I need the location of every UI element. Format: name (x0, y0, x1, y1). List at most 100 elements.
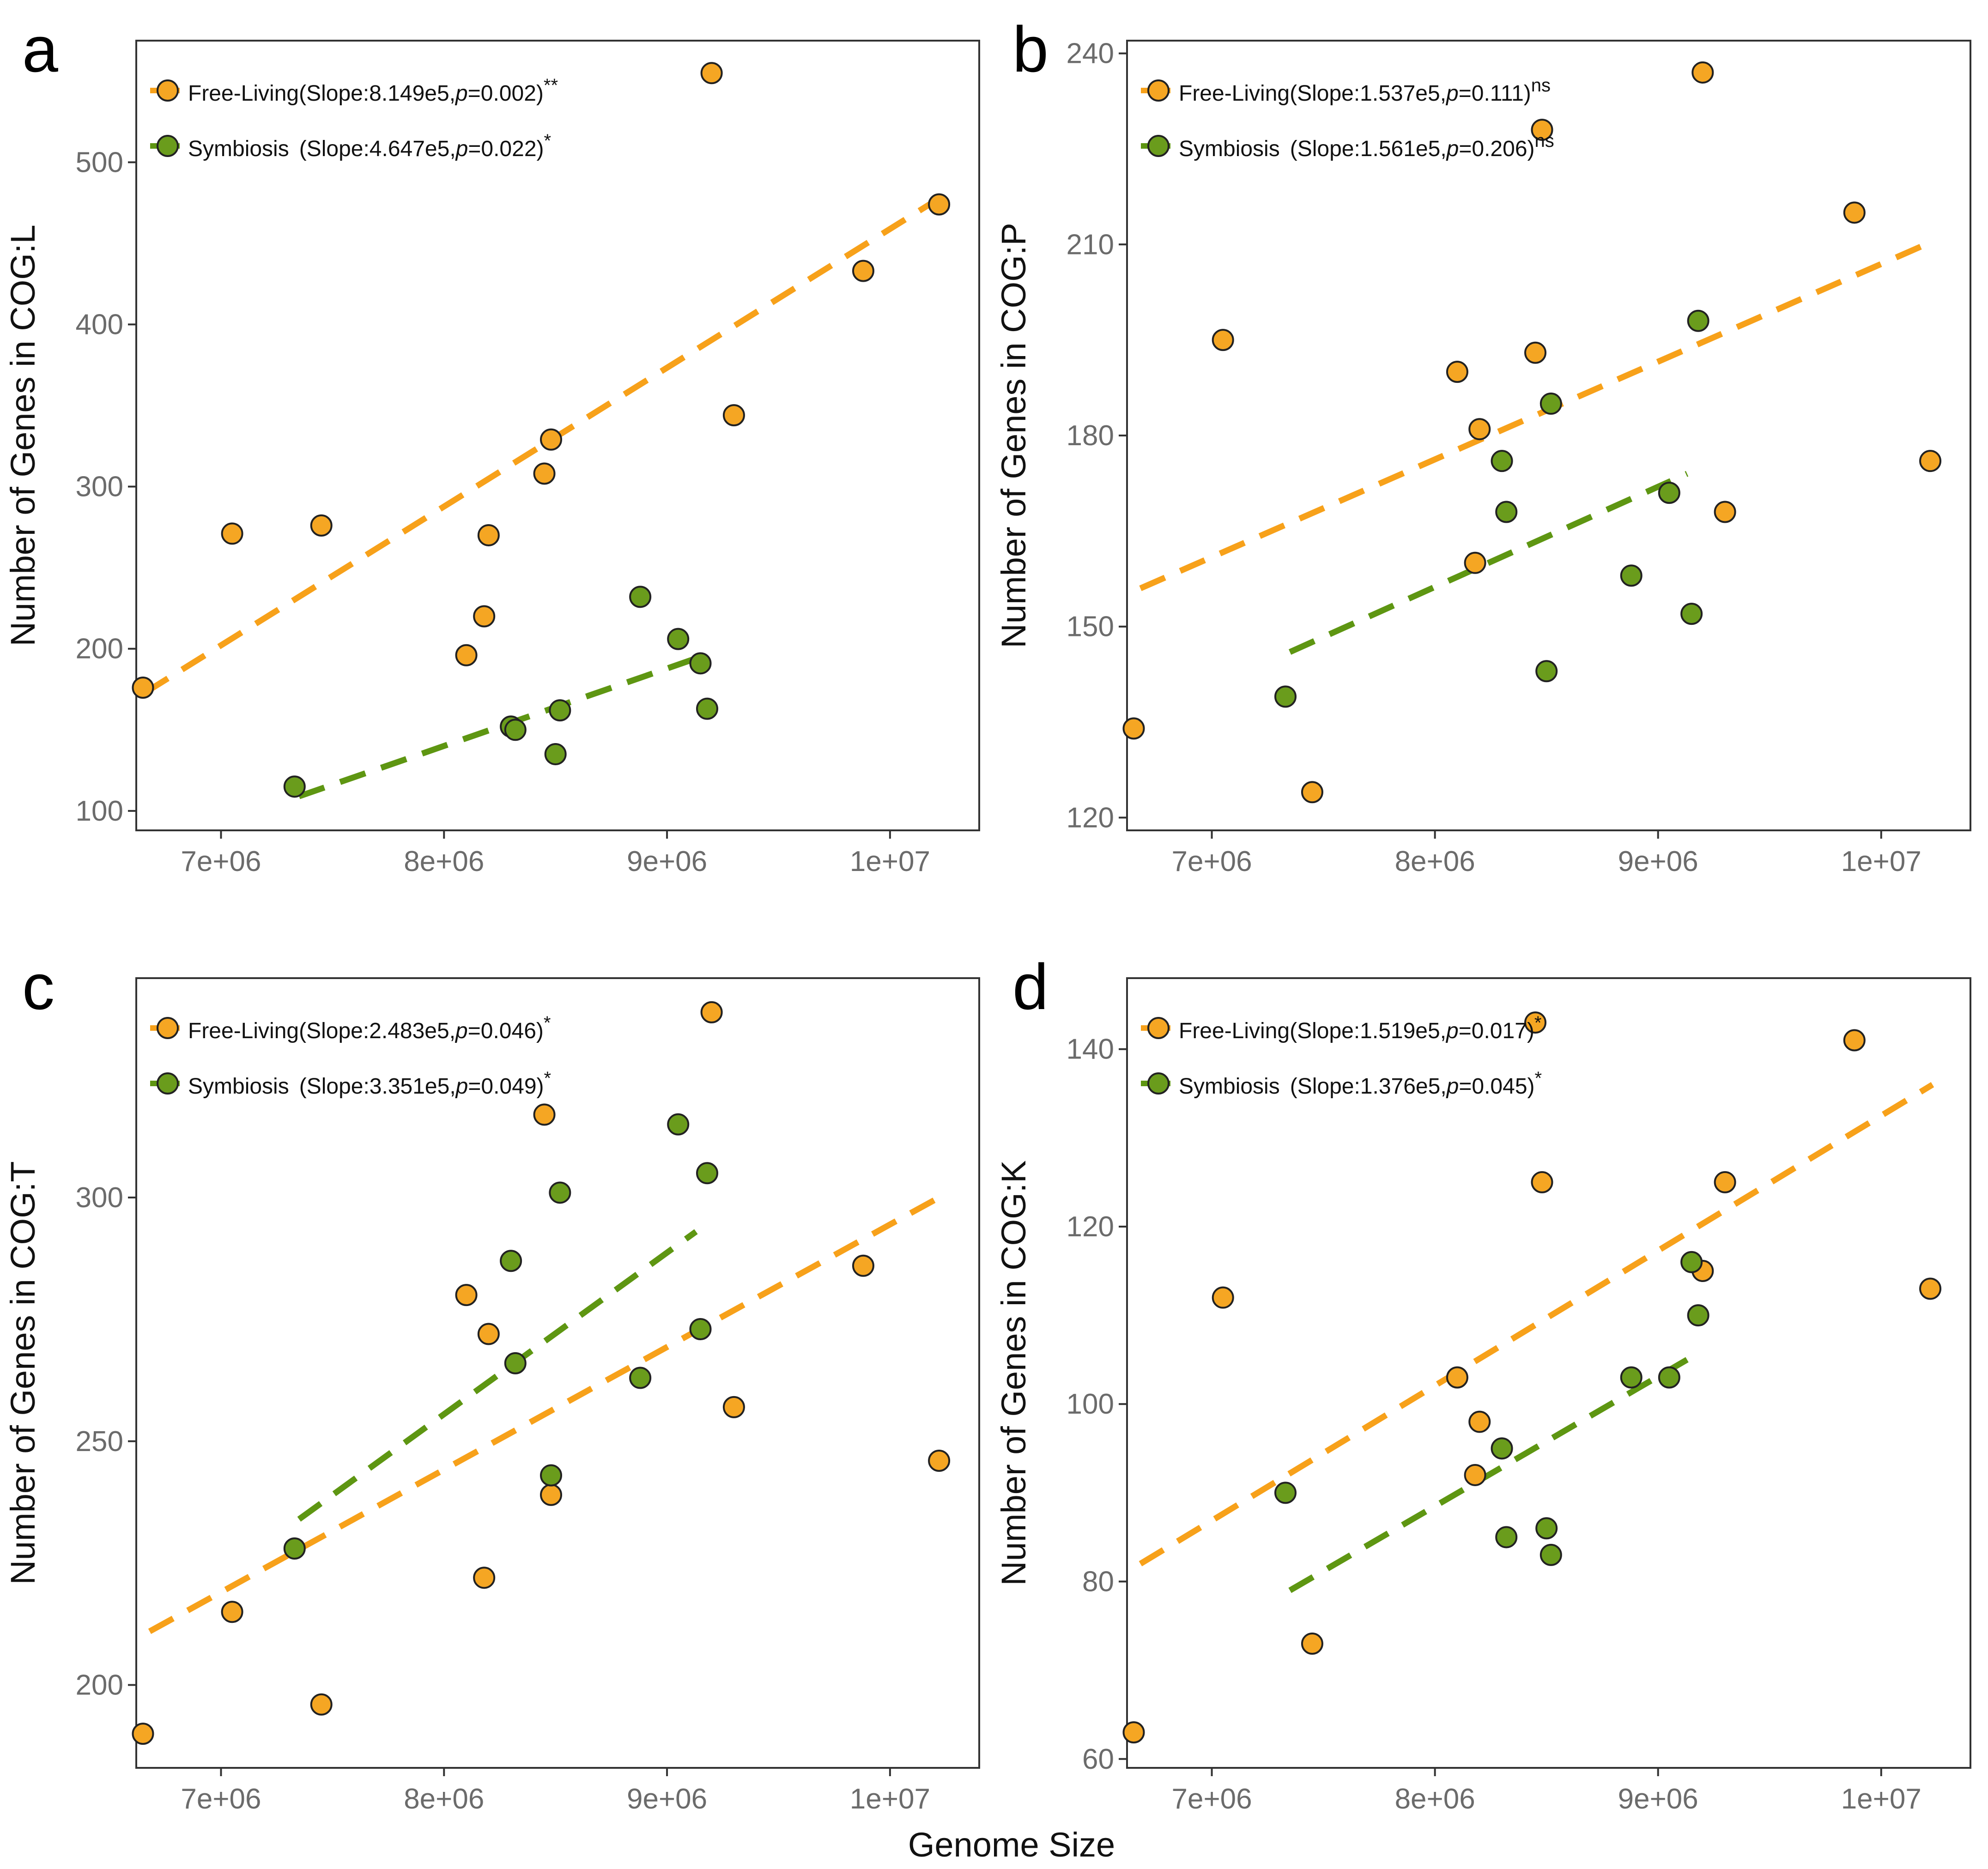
legend-label: Symbiosis (Slope:1.376e5,p=0.045)* (1179, 1068, 1542, 1099)
panel-letter: c (22, 950, 55, 1023)
x-tick-label: 8e+06 (1395, 846, 1475, 877)
trend-line-free-living (148, 1195, 941, 1634)
plot-frame (135, 977, 980, 1769)
y-tick-label: 240 (1067, 38, 1114, 70)
panel-d: d 7e+06 8e+06 9e+06 1e+07 60 80 100 120 140 Number… (994, 950, 1971, 1815)
data-point-symbiosis (1539, 1543, 1562, 1566)
y-tick-label: 200 (76, 1669, 123, 1701)
y-tick-label: 180 (1067, 420, 1114, 452)
y-axis-label: Number of Genes in COG:T (4, 1161, 42, 1585)
y-tick-label: 140 (1067, 1034, 1114, 1065)
data-point-symbiosis (629, 1367, 652, 1389)
x-tick-label: 1e+07 (850, 846, 930, 877)
data-point-free-living (1464, 1464, 1486, 1486)
legend-marker (1147, 79, 1170, 102)
x-tick-label: 9e+06 (1618, 1783, 1698, 1815)
data-point-free-living (1919, 1277, 1942, 1300)
data-point-symbiosis (1620, 564, 1643, 587)
x-tick-label: 1e+07 (1841, 1783, 1921, 1815)
y-tick-label: 120 (1067, 1211, 1114, 1243)
x-tick-label: 1e+07 (850, 1783, 930, 1815)
y-tick-label: 300 (76, 471, 123, 503)
x-tick-label: 7e+06 (1171, 1783, 1252, 1815)
legend-entry-symbiosis: Symbiosis (Slope:3.351e5,p=0.049)* (150, 1068, 551, 1099)
legend-entry-symbiosis: Symbiosis (Slope:1.376e5,p=0.045)* (1141, 1068, 1542, 1099)
data-point-symbiosis (544, 743, 567, 765)
data-point-free-living (928, 1450, 951, 1472)
data-point-free-living (1524, 1011, 1547, 1034)
data-point-symbiosis (1535, 1517, 1558, 1540)
data-point-symbiosis (667, 1113, 690, 1136)
data-point-free-living (310, 1693, 333, 1716)
y-tick-label: 400 (76, 308, 123, 340)
data-point-symbiosis (1687, 309, 1709, 332)
data-point-free-living (1843, 201, 1866, 224)
data-point-free-living (473, 605, 496, 628)
x-tick-label: 9e+06 (1618, 846, 1698, 877)
data-point-free-living (1714, 501, 1736, 523)
data-point-symbiosis (500, 1250, 522, 1272)
data-point-free-living (533, 462, 556, 485)
data-point-free-living (473, 1567, 496, 1589)
data-point-free-living (700, 62, 723, 85)
panel-a: a 7e+06 8e+06 9e+06 1e+07 100 200 300 400 500 Numb… (4, 13, 980, 877)
data-point-free-living (1531, 119, 1553, 141)
data-point-free-living (852, 1254, 874, 1277)
y-axis-label: Number of Genes in COG:P (994, 223, 1033, 648)
data-point-free-living (1468, 418, 1491, 441)
y-tick-label: 100 (76, 795, 123, 827)
x-axis-label: Genome Size (908, 1826, 1115, 1864)
legend-label: Symbiosis (Slope:4.647e5,p=0.022)* (188, 131, 551, 161)
x-tick-label: 7e+06 (181, 1783, 261, 1815)
legend-label: Symbiosis (Slope:1.561e5,p=0.206)ns (1179, 131, 1554, 161)
y-tick-label: 500 (76, 146, 123, 178)
data-point-free-living (132, 1723, 154, 1745)
data-point-free-living (1919, 450, 1942, 472)
data-point-free-living (1212, 1286, 1234, 1309)
data-point-symbiosis (689, 1318, 712, 1340)
x-tick-label: 8e+06 (404, 846, 484, 877)
data-point-symbiosis (1274, 1482, 1297, 1504)
data-point-symbiosis (1680, 603, 1703, 625)
legend-entry-free-living: Free-Living(Slope:1.519e5,p=0.017)* (1141, 1013, 1541, 1043)
data-point-symbiosis (283, 775, 306, 798)
panel-b: b 7e+06 8e+06 9e+06 1e+07 120 150 180 210 240 Numb… (994, 13, 1971, 877)
trend-line-symbiosis (297, 1229, 698, 1522)
data-point-symbiosis (1687, 1304, 1709, 1327)
data-point-symbiosis (1620, 1366, 1643, 1389)
x-tick-label: 1e+07 (1841, 846, 1921, 877)
data-point-free-living (928, 193, 951, 216)
data-point-free-living (1464, 551, 1486, 574)
data-point-symbiosis (1658, 482, 1680, 504)
data-point-free-living (1468, 1410, 1491, 1433)
x-tick-label: 7e+06 (1171, 846, 1252, 877)
legend-entry-free-living: Free-Living(Slope:8.149e5,p=0.002)** (150, 75, 558, 106)
legend-label: Free-Living(Slope:2.483e5,p=0.046)* (188, 1013, 551, 1043)
data-point-symbiosis (1274, 685, 1297, 708)
data-point-symbiosis (667, 628, 690, 650)
x-tick-label: 9e+06 (627, 1783, 707, 1815)
data-point-symbiosis (1495, 501, 1518, 523)
legend-marker (157, 135, 179, 157)
x-tick-label: 8e+06 (1395, 1783, 1475, 1815)
legend-marker (157, 1017, 179, 1039)
legend-entry-symbiosis: Symbiosis (Slope:1.561e5,p=0.206)ns (1141, 131, 1554, 161)
data-point-symbiosis (549, 1181, 571, 1204)
legend-label: Symbiosis (Slope:3.351e5,p=0.049)* (188, 1068, 551, 1099)
legend-marker (1147, 135, 1170, 157)
data-point-free-living (477, 1323, 500, 1345)
data-point-symbiosis (1491, 450, 1513, 472)
y-tick-label: 300 (76, 1182, 123, 1214)
y-tick-label: 210 (1067, 229, 1114, 260)
data-point-symbiosis (689, 652, 712, 675)
y-tick-label: 100 (1067, 1388, 1114, 1420)
legend-marker (157, 79, 179, 102)
legend-entry-free-living: Free-Living(Slope:1.537e5,p=0.111)ns (1141, 75, 1551, 106)
data-point-symbiosis (1539, 393, 1562, 415)
data-point-free-living (455, 1284, 478, 1306)
data-point-free-living (1446, 361, 1468, 383)
data-point-free-living (722, 1396, 745, 1418)
trend-line-symbiosis (298, 654, 702, 799)
data-point-free-living (1714, 1171, 1736, 1193)
